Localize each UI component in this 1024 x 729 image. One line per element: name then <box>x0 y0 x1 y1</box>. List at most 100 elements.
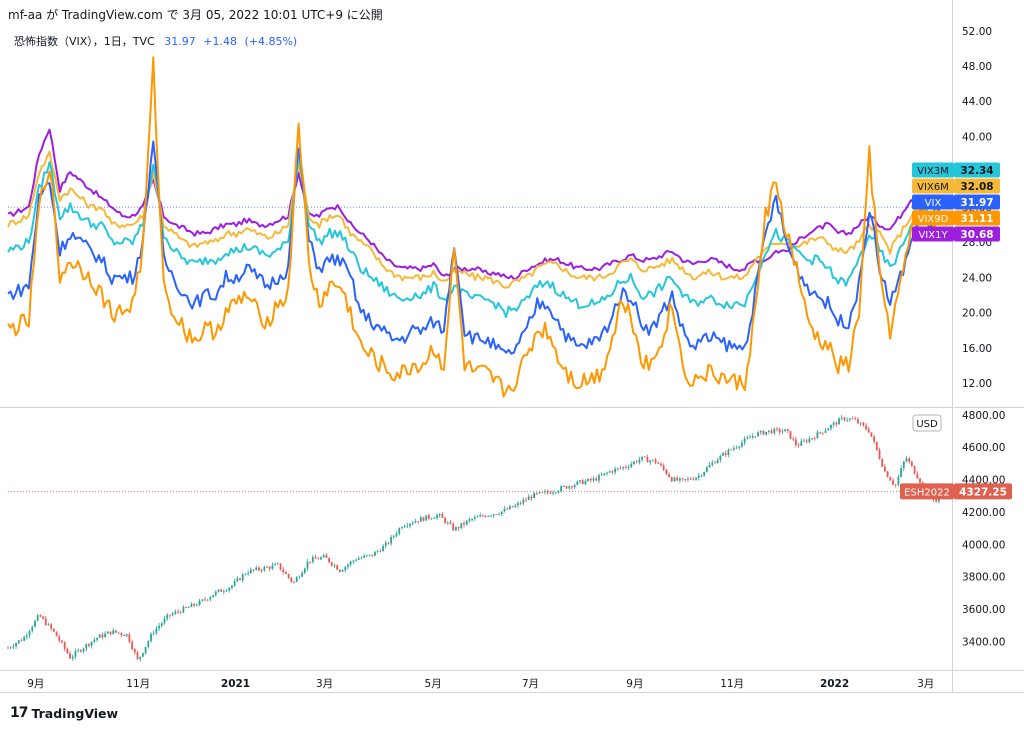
candle-body <box>606 472 608 474</box>
candle <box>441 511 444 518</box>
candle-body <box>241 574 244 580</box>
candle <box>862 421 865 427</box>
candle <box>854 416 857 420</box>
candle-body <box>441 513 444 518</box>
candle <box>484 515 487 518</box>
candle-body <box>239 578 241 580</box>
candle-body <box>757 432 760 437</box>
candle <box>106 631 109 634</box>
candle-body <box>438 513 441 516</box>
candle-body <box>28 631 31 636</box>
candle <box>784 429 786 432</box>
candle <box>406 522 409 528</box>
candle <box>58 634 61 643</box>
candle <box>449 519 452 525</box>
candle <box>279 563 282 571</box>
series-name-badge <box>912 210 954 226</box>
candle-body <box>689 478 692 480</box>
candle-body <box>198 600 201 606</box>
candle-body <box>93 639 96 642</box>
candle-body <box>128 634 131 642</box>
candle <box>681 478 684 482</box>
candle <box>9 646 12 650</box>
candle-body <box>39 615 42 617</box>
candle-body <box>120 633 123 635</box>
candle-body <box>104 633 107 638</box>
series-value-text: 30.68 <box>960 229 993 241</box>
candle-body <box>789 430 792 439</box>
candle <box>271 562 274 571</box>
candle <box>325 553 328 558</box>
candle <box>422 516 425 522</box>
candle-body <box>697 475 700 478</box>
candle <box>595 476 598 482</box>
candle-body <box>465 520 468 525</box>
candle-body <box>935 499 938 502</box>
candle-body <box>630 464 633 467</box>
candle-body <box>562 486 565 487</box>
candle <box>347 563 349 570</box>
candle-body <box>61 640 63 643</box>
candle <box>355 558 357 562</box>
candle-body <box>544 491 546 493</box>
candle-body <box>843 417 846 420</box>
candle <box>28 629 31 639</box>
candle-body <box>460 523 463 529</box>
candle-body <box>913 465 916 474</box>
candle <box>322 553 325 558</box>
tradingview-logo[interactable]: 17 TradingView <box>10 705 118 721</box>
candle <box>309 561 312 565</box>
candle <box>217 589 220 593</box>
candle <box>360 556 363 560</box>
candle <box>225 588 228 592</box>
candle <box>249 567 252 574</box>
candle-body <box>738 446 741 448</box>
candle-body <box>681 478 684 480</box>
candle-body <box>23 636 26 641</box>
candle <box>214 590 217 597</box>
candle-body <box>79 650 82 652</box>
candle-body <box>193 603 196 606</box>
candle <box>794 436 797 448</box>
candle-body <box>714 462 716 464</box>
series-line-vix1y <box>7 128 943 281</box>
last-value: 31.97 <box>164 35 196 48</box>
candle <box>689 477 692 481</box>
candle <box>139 656 142 662</box>
candle <box>759 430 762 435</box>
candle-body <box>875 441 878 451</box>
candle <box>446 520 449 526</box>
candle-body <box>249 569 252 574</box>
candle <box>163 615 166 625</box>
candle <box>128 632 131 644</box>
candle-body <box>398 528 401 534</box>
vix-price-tick: 40.00 <box>962 131 992 143</box>
candle <box>651 459 654 462</box>
candle <box>82 647 85 654</box>
candle-body <box>387 542 390 544</box>
candle-body <box>911 461 913 466</box>
candle-body <box>171 613 174 616</box>
candle <box>382 543 384 552</box>
candle-body <box>112 630 115 635</box>
candle-body <box>600 474 603 476</box>
candle-body <box>352 560 355 562</box>
candle <box>69 651 71 659</box>
candle-body <box>848 418 851 420</box>
candle <box>71 654 74 661</box>
es-symbol-text: ESH2022 <box>904 487 950 498</box>
candle-body <box>17 640 20 644</box>
candle-body <box>322 555 325 558</box>
candle <box>695 477 697 481</box>
candle <box>365 555 368 558</box>
candle-body <box>865 425 867 430</box>
candle <box>392 534 395 540</box>
candle <box>182 605 185 614</box>
candle-body <box>406 525 409 527</box>
candle <box>884 463 886 473</box>
candle-body <box>811 438 813 440</box>
candle-body <box>425 515 428 521</box>
time-axis-label: 11月 <box>720 678 744 690</box>
candle <box>320 556 322 561</box>
